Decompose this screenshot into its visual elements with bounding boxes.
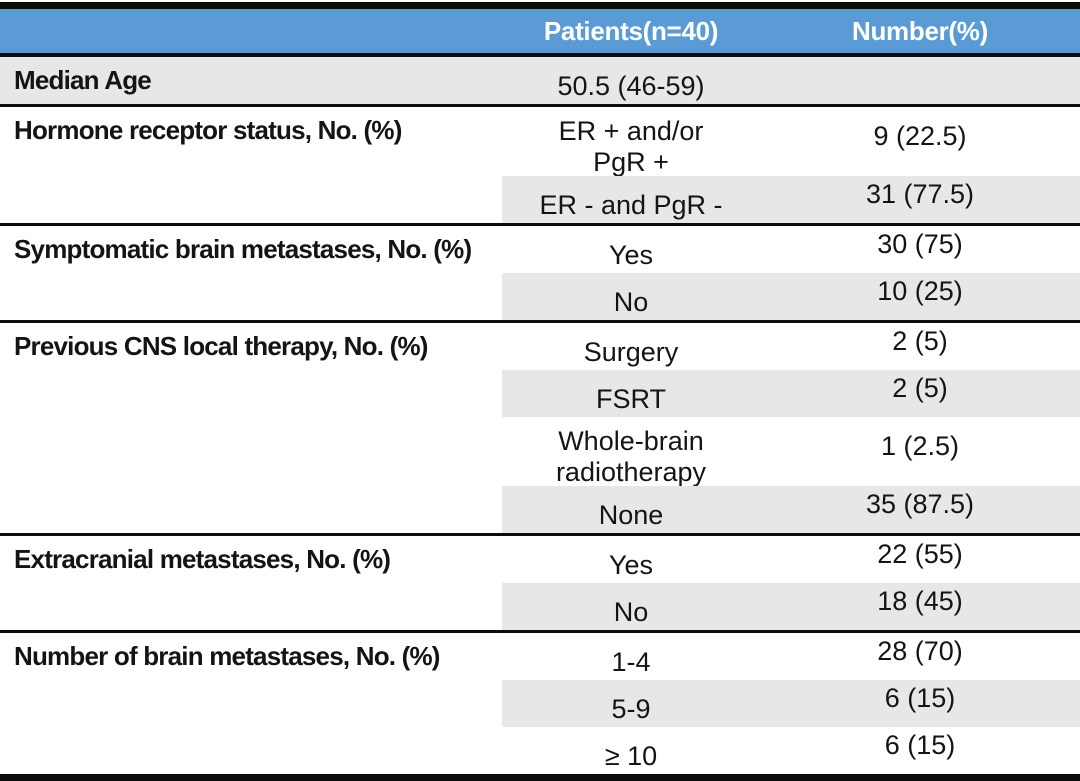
row-label: Extracranial metastases, No. (%)	[14, 544, 391, 574]
patients-value: Yes	[608, 549, 654, 580]
number-value: 28 (70)	[877, 635, 963, 666]
patients-value: FSRT	[502, 370, 760, 417]
patients-value: No	[502, 273, 760, 320]
table-section: Previous CNS local therapy, No. (%) Surge…	[0, 323, 1080, 536]
number-value: 22 (55)	[877, 538, 963, 569]
header-patients-column: Patients(n=40)	[543, 15, 719, 46]
number-value: 9 (22.5)	[873, 120, 967, 151]
table-section: Hormone receptor status, No. (%) ER + and…	[0, 107, 1080, 226]
table-header-row: Patients(n=40) Number(%)	[0, 9, 1080, 57]
number-value: 10 (25)	[760, 273, 1080, 320]
row-label: Hormone receptor status, No. (%)	[14, 115, 402, 145]
table-top-rule	[0, 2, 1080, 9]
patients-value: Yes	[608, 239, 654, 270]
row-label: Median Age	[0, 57, 502, 104]
number-value: 18 (45)	[760, 583, 1080, 630]
row-label: Symptomatic brain metastases, No. (%)	[14, 234, 472, 264]
patients-value: 5-9	[502, 680, 760, 727]
patients-value: No	[502, 583, 760, 630]
number-value: 31 (77.5)	[760, 176, 1080, 223]
table-section: Number of brain metastases, No. (%) 1-4 28…	[0, 633, 1080, 781]
patients-value: 1-4	[611, 646, 651, 677]
number-value: 30 (75)	[877, 228, 963, 259]
number-value: 1 (2.5)	[880, 430, 960, 461]
number-value: 2 (5)	[760, 370, 1080, 417]
row-label: Previous CNS local therapy, No. (%)	[14, 331, 428, 361]
number-value: 35 (87.5)	[760, 486, 1080, 533]
table-section: Symptomatic brain metastases, No. (%) Yes…	[0, 226, 1080, 323]
patients-value: ER + and/or PgR +	[558, 116, 704, 177]
patients-value: Whole-brain radiotherapy	[555, 426, 707, 487]
header-empty-cell	[0, 9, 502, 53]
patients-value: ER - and PgR -	[502, 176, 760, 223]
number-value: 6 (15)	[884, 729, 956, 760]
patients-value: ≥ 10	[604, 740, 658, 771]
number-value: 2 (5)	[892, 325, 948, 356]
number-value: 6 (15)	[760, 680, 1080, 727]
header-number-column: Number(%)	[852, 15, 988, 46]
table-section: Extracranial metastases, No. (%) Yes 22 (5…	[0, 536, 1080, 633]
patients-value: None	[502, 486, 760, 533]
patients-value: Surgery	[583, 336, 679, 367]
patients-value: 50.5 (46-59)	[502, 57, 760, 104]
row-label: Number of brain metastases, No. (%)	[14, 641, 440, 671]
number-value	[760, 57, 1080, 104]
table-body: Median Age 50.5 (46-59) Hormone receptor s…	[0, 57, 1080, 781]
table-section: Median Age 50.5 (46-59)	[0, 57, 1080, 107]
